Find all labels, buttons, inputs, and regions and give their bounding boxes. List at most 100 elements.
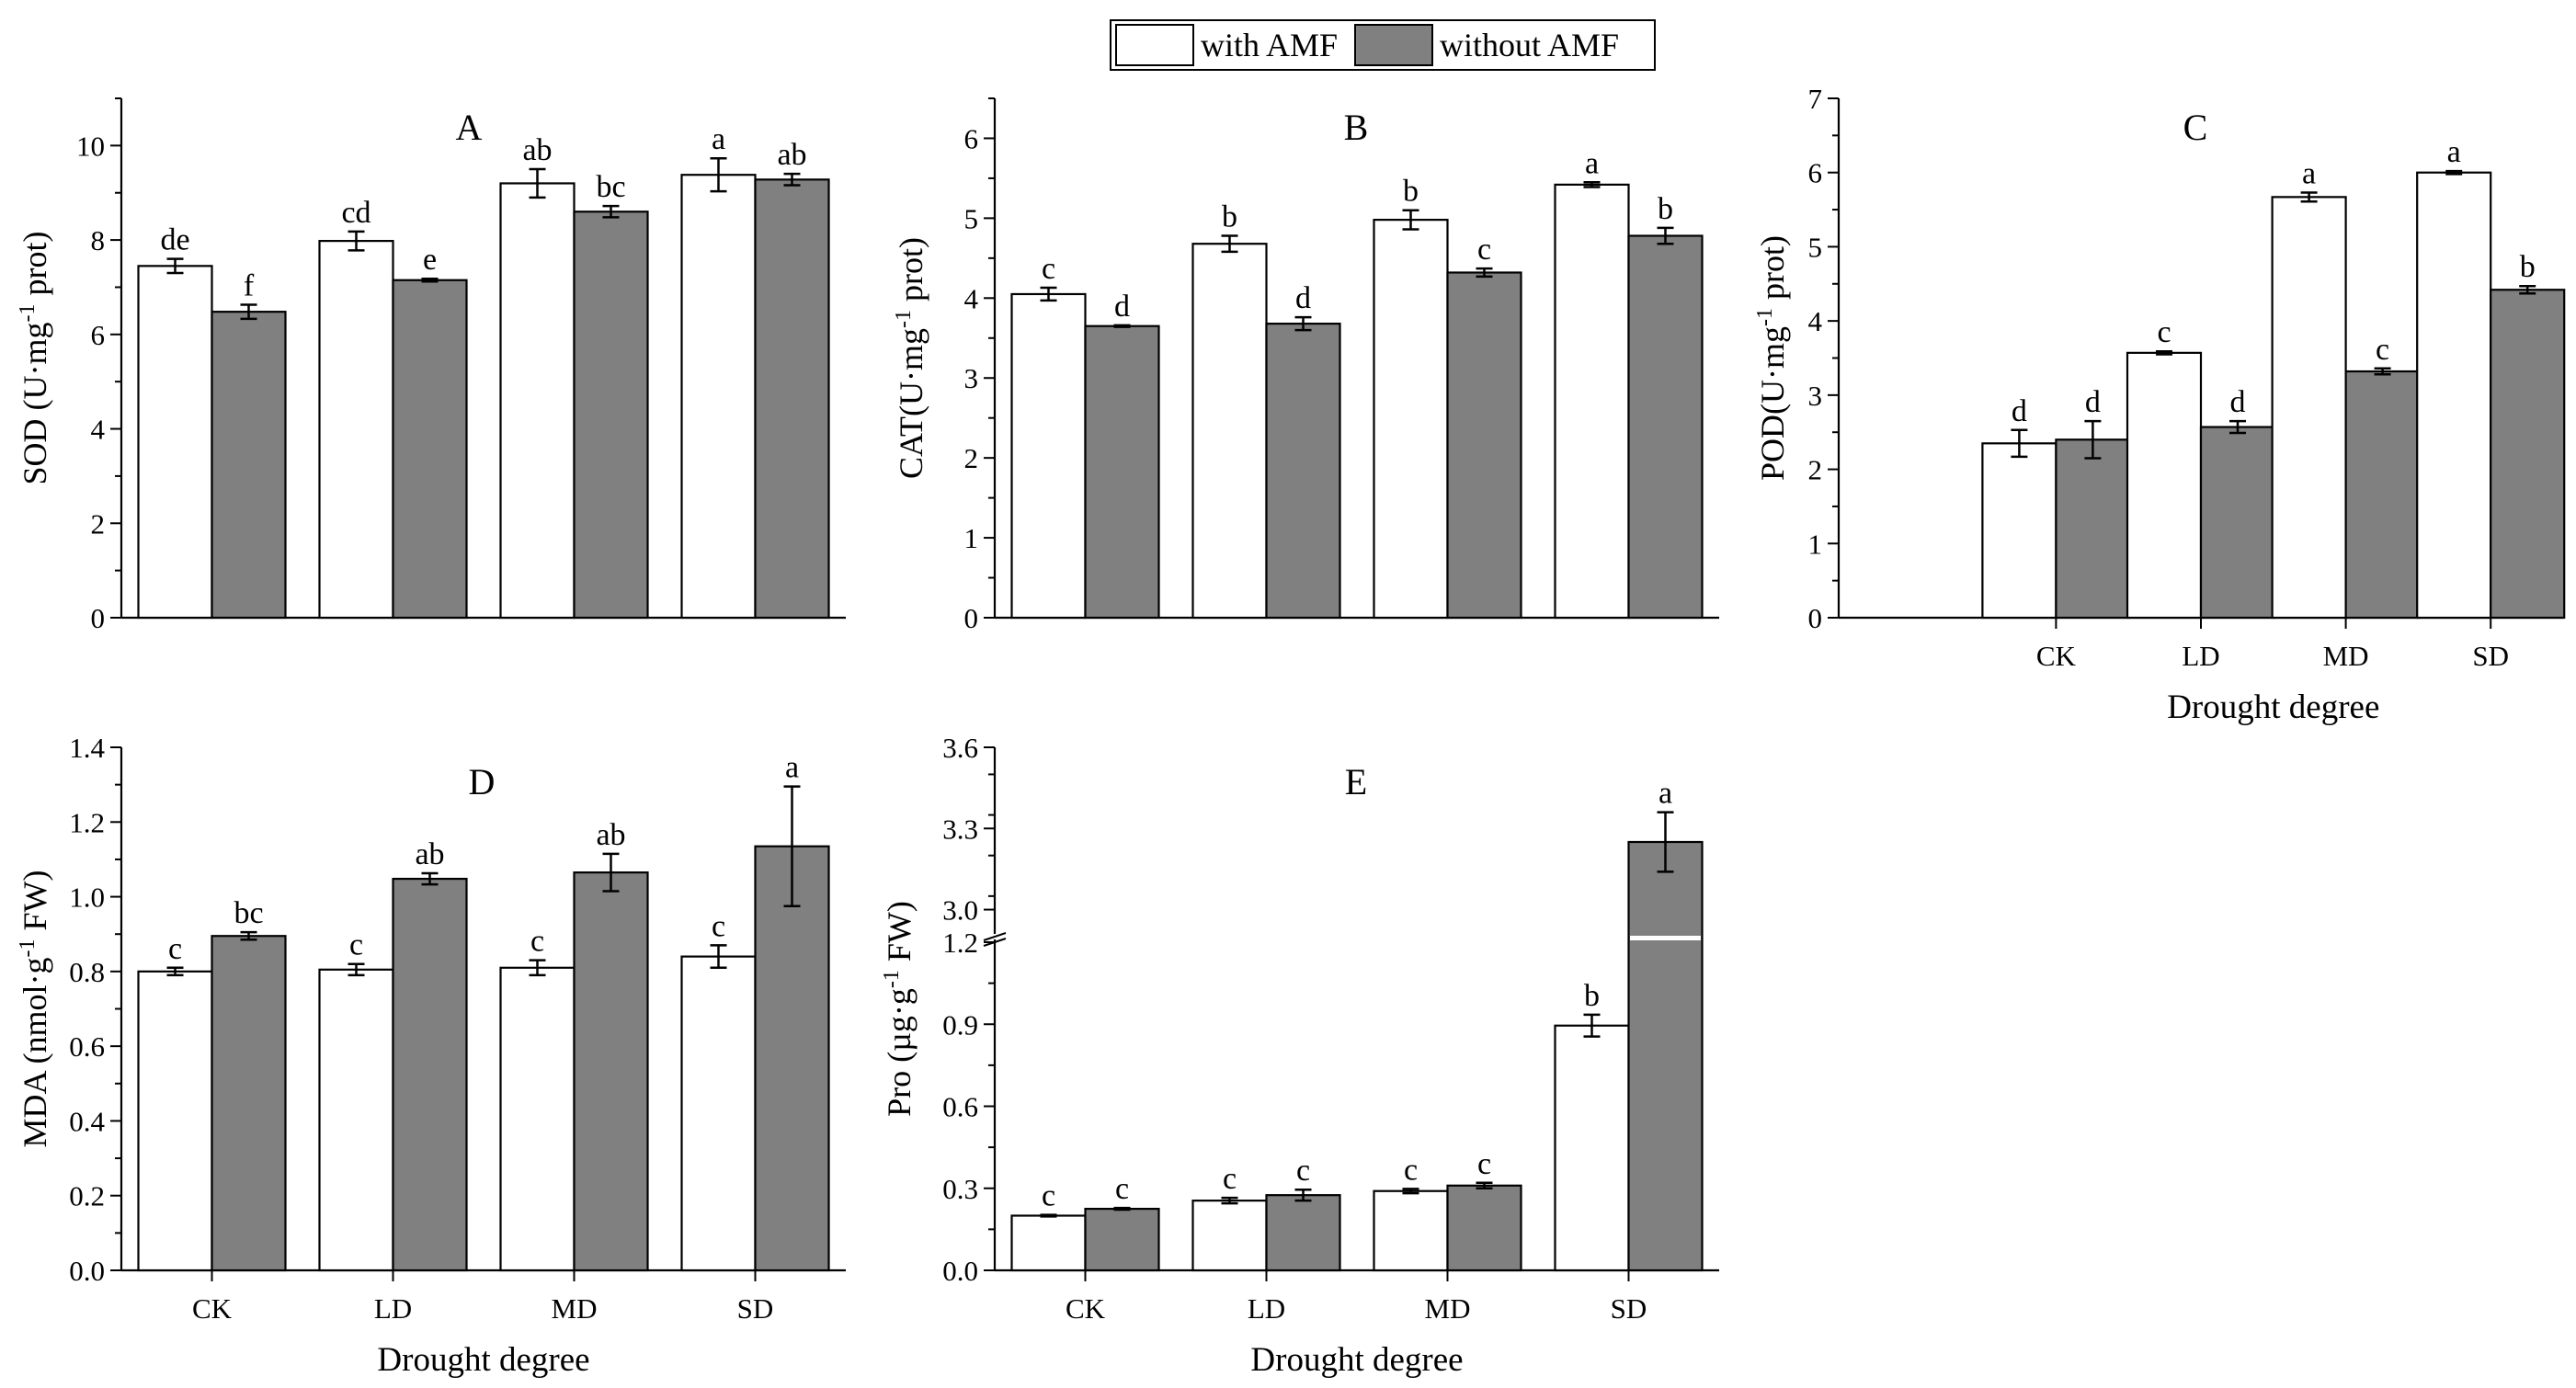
legend-swatch-with-amf xyxy=(1115,24,1194,66)
significance-letter: c xyxy=(1296,1154,1310,1188)
significance-letter: b xyxy=(1584,979,1600,1013)
y-tick-label: 5 xyxy=(964,202,979,234)
panel-a: 0 2 4 6 8 10 SOD (U·mg-1 prot) Ade f cd e ab bc a ab xyxy=(16,97,846,634)
bar-with-amf-ck xyxy=(1010,292,1087,620)
x-tick-label: MD xyxy=(1425,1292,1471,1325)
bar-without-amf-ck xyxy=(1084,1207,1160,1272)
y-tick-label: 7 xyxy=(1808,83,1823,115)
significance-letter: c xyxy=(2376,333,2389,367)
bar-without-amf-ld xyxy=(2199,426,2276,620)
significance-letter: d xyxy=(1295,281,1311,315)
bar-with-amf-sd xyxy=(1554,1024,1630,1272)
panel-b: 0 1 2 3 4 5 6 CAT(U·mg-1 prot) Bc d b d b c a b xyxy=(892,97,1719,634)
x-tick-label: LD xyxy=(1248,1292,1285,1325)
bar-without-amf-sd xyxy=(1627,840,1704,1272)
bar-without-amf-md xyxy=(573,210,649,620)
x-tick-label: SD xyxy=(737,1292,774,1325)
y-axis-label: SOD (U·mg-1 prot) xyxy=(16,232,53,485)
bar-without-amf-sd xyxy=(1627,234,1704,620)
x-axis-label: Drought degree xyxy=(2167,688,2379,726)
y-tick-label: 8 xyxy=(91,224,106,256)
bar-with-amf-ck xyxy=(137,265,213,620)
legend: with AMF without AMF xyxy=(1110,19,1656,71)
y-tick-label: 4 xyxy=(91,414,106,446)
significance-letter: a xyxy=(1658,777,1672,811)
significance-letter: ab xyxy=(415,837,444,871)
significance-letter: de xyxy=(160,223,189,257)
y-tick-label: 0.8 xyxy=(69,956,105,988)
y-tick-label: 3 xyxy=(964,362,979,394)
y-tick-label: 2 xyxy=(1808,454,1823,486)
significance-letter: b xyxy=(2520,250,2536,284)
bar-without-amf-sd xyxy=(754,178,830,620)
significance-letter: a xyxy=(2447,135,2461,169)
x-tick-label: MD xyxy=(552,1292,598,1325)
significance-letter: c xyxy=(1115,1172,1129,1206)
y-axis-label: MDA (nmol·g-1 FW) xyxy=(16,870,53,1148)
legend-label-with-amf: with AMF xyxy=(1201,27,1338,63)
y-tick-label: 0.3 xyxy=(942,1173,978,1205)
x-tick-label: MD xyxy=(2323,640,2369,672)
significance-letter: ab xyxy=(596,818,625,852)
bar-without-amf-ld xyxy=(392,279,468,620)
bar-with-amf-md xyxy=(1373,1189,1449,1272)
panel-title: E xyxy=(1345,761,1367,802)
y-tick-label: 0.0 xyxy=(69,1255,105,1287)
bar-without-amf-ck xyxy=(211,311,287,620)
bar-without-amf-ld xyxy=(1265,1194,1341,1272)
significance-letter: c xyxy=(1042,252,1055,286)
y-tick-label: 1.0 xyxy=(69,882,105,914)
significance-letter: c xyxy=(168,932,182,966)
y-tick-label: 10 xyxy=(76,130,105,162)
bar-without-amf-md xyxy=(573,871,649,1272)
bar-without-amf-ck xyxy=(211,935,287,1272)
y-tick-label-upper: 3.3 xyxy=(942,813,978,845)
y-tick-label: 1 xyxy=(964,522,979,554)
bar-with-amf-sd xyxy=(680,955,757,1272)
y-tick-label: 0 xyxy=(1808,602,1823,634)
x-tick-label: CK xyxy=(192,1292,233,1325)
y-axis-label: POD(U·mg-1 prot) xyxy=(1753,235,1791,481)
y-tick-label: 0.2 xyxy=(69,1180,105,1212)
axis-break-mark xyxy=(983,932,1007,941)
y-tick-label: 1.2 xyxy=(942,927,978,959)
bar-without-amf-md xyxy=(1446,271,1522,620)
panel-title: D xyxy=(469,761,496,802)
bar-with-amf-ck xyxy=(1981,442,2057,620)
bar-with-amf-sd xyxy=(1554,183,1630,620)
bar-break-gap xyxy=(1630,936,1701,940)
y-tick-label: 2 xyxy=(964,442,979,474)
bar-with-amf-ld xyxy=(318,968,394,1272)
significance-letter: cd xyxy=(341,196,370,230)
significance-letter: c xyxy=(1477,1147,1491,1181)
significance-letter: c xyxy=(1477,233,1491,267)
significance-letter: a xyxy=(2302,157,2316,191)
y-tick-label: 6 xyxy=(964,122,979,154)
y-tick-label: 5 xyxy=(1808,231,1823,263)
x-tick-label: CK xyxy=(1066,1292,1106,1325)
y-tick-label: 6 xyxy=(91,319,106,351)
bar-with-amf-md xyxy=(499,966,576,1272)
x-tick-label: LD xyxy=(2182,640,2219,672)
y-tick-label: 0.6 xyxy=(69,1030,105,1063)
y-axis-label: Pro (µg·g-1 FW) xyxy=(880,901,918,1117)
panel-e: 0.0 0.3 0.6 0.9 1.23.0 3.3 3.6 Pro (µg·g-1 FW) E… xyxy=(880,732,1719,1379)
bar-without-amf-ld xyxy=(392,877,468,1272)
significance-letter: d xyxy=(1114,290,1130,324)
bar-with-amf-sd xyxy=(680,174,757,620)
y-tick-label-upper: 3.0 xyxy=(942,894,978,927)
bar-without-amf-md xyxy=(2344,370,2421,620)
significance-letter: b xyxy=(1222,200,1237,234)
significance-letter: b xyxy=(1658,192,1673,226)
bar-with-amf-ld xyxy=(1191,1200,1268,1272)
panel-title: A xyxy=(456,107,483,148)
bar-with-amf-sd xyxy=(2416,171,2492,620)
bar-with-amf-ck xyxy=(1010,1214,1087,1272)
bar-without-amf-sd xyxy=(2490,289,2566,620)
y-tick-label: 6 xyxy=(1808,157,1823,189)
legend-swatch-without-amf xyxy=(1354,24,1433,66)
x-axis-label: Drought degree xyxy=(1250,1341,1463,1379)
y-tick-label: 1.4 xyxy=(69,732,105,764)
y-axis-label: CAT(U·mg-1 prot) xyxy=(892,237,929,479)
